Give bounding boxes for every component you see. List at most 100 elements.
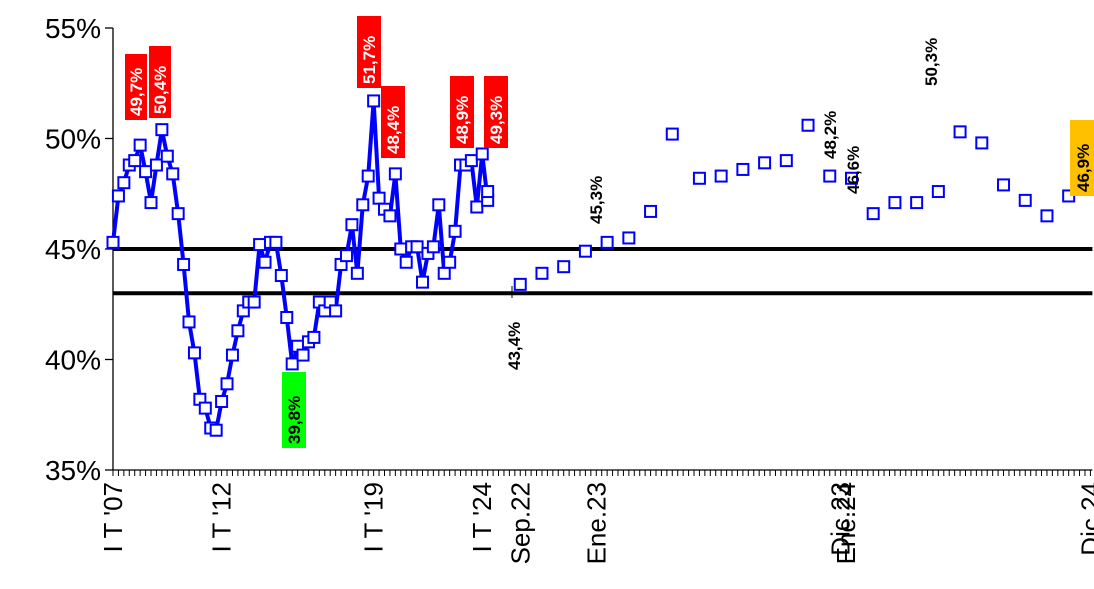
- data-point: [356, 198, 370, 212]
- data-point: [367, 94, 381, 108]
- data-point: [361, 169, 375, 183]
- data-point: [296, 348, 310, 362]
- data-point: [128, 154, 142, 168]
- x-tick-label: I T '19: [359, 482, 389, 553]
- x-tick-label: Dic.23: [826, 482, 856, 556]
- x-tick-label: Sep.22: [505, 482, 535, 564]
- data-point: [394, 242, 408, 256]
- data-point: [437, 266, 451, 280]
- data-point: [307, 330, 321, 344]
- data-point: [866, 207, 880, 221]
- data-label-box: [484, 76, 508, 148]
- data-label-box: [1070, 120, 1094, 196]
- x-tick-label: Ene.24: [831, 482, 861, 564]
- data-point: [117, 176, 131, 190]
- data-label-text: 49,7%: [127, 68, 146, 116]
- data-point: [350, 266, 364, 280]
- data-label-text: 48,2%: [821, 111, 840, 159]
- data-point: [1018, 193, 1032, 207]
- data-point: [106, 235, 120, 249]
- data-label-plain: 50,3%: [922, 38, 941, 86]
- data-label-text: 45,3%: [587, 176, 606, 224]
- data-point: [464, 154, 478, 168]
- data-point: [910, 196, 924, 210]
- data-point: [470, 200, 484, 214]
- data-label-green: 39,8%: [282, 372, 306, 448]
- data-label-red: 50,4%: [149, 46, 171, 118]
- data-point: [736, 162, 750, 176]
- x-tick-label: Ene.23: [581, 482, 611, 564]
- data-point: [888, 196, 902, 210]
- y-tick-label: 45%: [45, 234, 101, 265]
- data-point: [758, 156, 772, 170]
- data-point: [187, 346, 201, 360]
- y-tick-label: 35%: [45, 455, 101, 486]
- data-point: [823, 169, 837, 183]
- data-point: [432, 198, 446, 212]
- data-point: [410, 240, 424, 254]
- y-tick-label: 55%: [45, 13, 101, 44]
- data-point: [139, 165, 153, 179]
- data-label-text: 50,4%: [151, 66, 170, 114]
- data-point: [416, 275, 430, 289]
- data-label-text: 48,9%: [453, 96, 472, 144]
- data-label-red: 51,7%: [357, 16, 381, 88]
- data-label-text: 39,8%: [285, 396, 304, 444]
- data-label-plain: 46,6%: [844, 146, 863, 194]
- data-label-text: 46,9%: [1074, 144, 1093, 192]
- data-point: [225, 348, 239, 362]
- data-point: [209, 423, 223, 437]
- data-point: [481, 185, 495, 199]
- data-point: [443, 255, 457, 269]
- data-label-text: 46,6%: [844, 146, 863, 194]
- x-tick-label: I T '07: [98, 482, 128, 553]
- data-label-box: [125, 54, 147, 120]
- axes: 35% 40% 45% 50% 55% I T '07 I T '12 I T '19 I T …: [45, 13, 1094, 564]
- data-point: [975, 136, 989, 150]
- data-point: [644, 204, 658, 218]
- data-point: [285, 357, 299, 371]
- x-tick-label: I T '24: [467, 482, 497, 553]
- data-label-red: 49,7%: [125, 54, 147, 120]
- data-point: [578, 244, 592, 258]
- data-point: [144, 196, 158, 210]
- data-point: [844, 171, 858, 185]
- data-label-red: 48,9%: [450, 76, 474, 148]
- data-point: [215, 394, 229, 408]
- data-label-box: [450, 76, 474, 148]
- data-point: [198, 401, 212, 415]
- data-point: [220, 377, 234, 391]
- data-point: [426, 240, 440, 254]
- data-point: [133, 138, 147, 152]
- data-label-text: 49,3%: [487, 96, 506, 144]
- data-point: [475, 147, 489, 161]
- data-point: [258, 255, 272, 269]
- data-label-plain: 43,4%: [505, 322, 524, 370]
- data-point: [383, 209, 397, 223]
- data-label-box: [149, 46, 171, 118]
- data-point: [714, 169, 728, 183]
- data-point: [600, 235, 614, 249]
- data-point: [931, 185, 945, 199]
- data-labels: 49,7% 50,4% 51,7% 48,4% 48,9% 49,3% 39,8% 43,4%…: [125, 16, 1094, 448]
- data-point: [665, 127, 679, 141]
- data-label-text: 48,4%: [384, 106, 403, 154]
- data-point: [177, 257, 191, 271]
- data-label-red: 49,3%: [484, 76, 508, 148]
- data-point: [997, 178, 1011, 192]
- data-point: [253, 238, 267, 252]
- data-point: [557, 260, 571, 274]
- data-point: [692, 171, 706, 185]
- series-layer: [106, 94, 1094, 437]
- data-point: [399, 255, 413, 269]
- data-label-box: [282, 372, 306, 448]
- data-point: [231, 324, 245, 338]
- data-point: [513, 277, 527, 291]
- data-point: [160, 149, 174, 163]
- data-point: [274, 269, 288, 283]
- data-point: [622, 231, 636, 245]
- data-point: [388, 167, 402, 181]
- data-point: [801, 118, 815, 132]
- data-point: [149, 158, 163, 172]
- data-label-box: [381, 86, 405, 158]
